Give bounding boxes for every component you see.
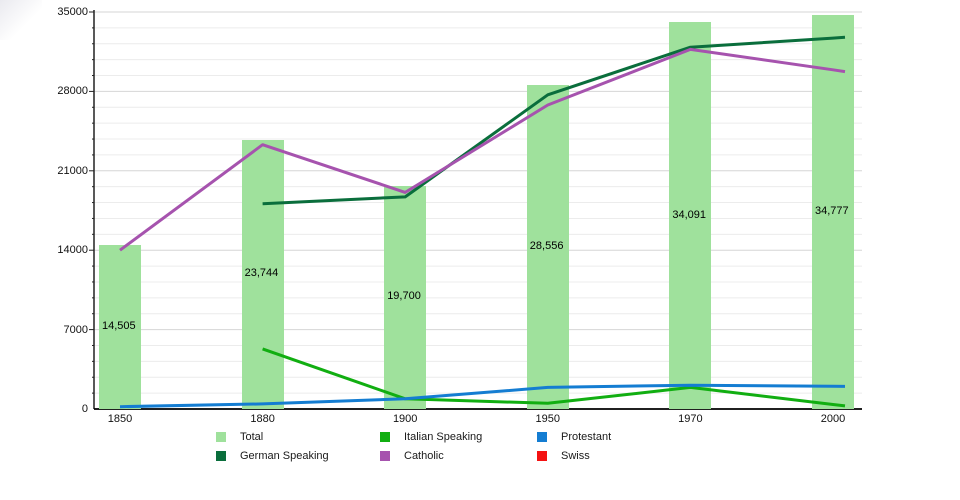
legend-label: Swiss xyxy=(561,450,590,462)
legend-swatch-catholic xyxy=(380,451,390,461)
bar-total-2000 xyxy=(812,14,854,409)
legend-swatch-german-speaking xyxy=(216,451,226,461)
bar-total-1880 xyxy=(241,139,284,409)
y-tick-label: 7000 xyxy=(63,323,88,336)
line-italian-speaking xyxy=(262,347,846,408)
x-tick-label: 1880 xyxy=(250,413,275,425)
legend-swatch-protestant xyxy=(537,432,547,442)
legend-label: Protestant xyxy=(561,431,612,443)
legend-swatch-italian-speaking xyxy=(380,432,390,442)
x-tick-label: 1970 xyxy=(678,413,703,425)
screenshot-corner-artifact xyxy=(0,0,42,40)
bar-total-1900 xyxy=(384,185,427,409)
x-tick-label: 1850 xyxy=(107,413,133,425)
y-tick-label: 21000 xyxy=(57,164,88,177)
line-catholic xyxy=(119,47,846,252)
bar-total-1970 xyxy=(669,22,712,409)
y-tick-label: 35000 xyxy=(57,6,88,18)
bar-value-label: 19,700 xyxy=(387,290,421,303)
y-tick-label: 28000 xyxy=(57,85,88,98)
x-tick-label: 1900 xyxy=(392,413,418,425)
legend-label: Catholic xyxy=(404,450,444,462)
x-tick-label: 2000 xyxy=(820,413,846,425)
bar-value-label: 28,556 xyxy=(529,240,564,253)
bar-value-label: 14,505 xyxy=(102,319,136,332)
bar-value-label: 34,091 xyxy=(672,208,707,221)
legend-label: Total xyxy=(240,431,264,443)
legend-swatch-swiss xyxy=(537,451,547,461)
legend-label: Italian Speaking xyxy=(404,431,483,443)
legend-swatch-total xyxy=(216,432,226,442)
y-tick-label: 14000 xyxy=(57,244,88,257)
legend-label: German Speaking xyxy=(240,450,329,462)
line-german-speaking xyxy=(262,35,846,206)
y-tick-label: 0 xyxy=(81,403,88,415)
bar-total-1950 xyxy=(526,85,569,409)
x-tick-label: 1950 xyxy=(535,413,561,425)
bar-value-label: 34,777 xyxy=(815,204,849,217)
bar-total-1850 xyxy=(99,244,141,409)
line-protestant xyxy=(119,383,846,409)
bar-value-label: 23,744 xyxy=(244,267,279,280)
